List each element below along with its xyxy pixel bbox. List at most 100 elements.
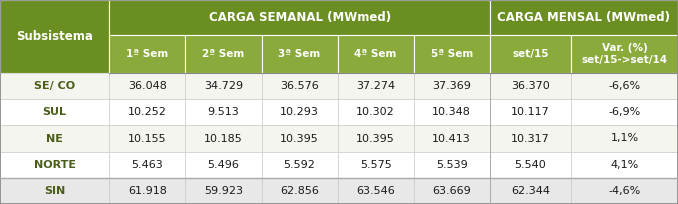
Bar — [0, 152, 109, 178]
Text: 36.576: 36.576 — [280, 81, 319, 91]
Text: 59.923: 59.923 — [204, 186, 243, 196]
Bar — [109, 35, 186, 73]
Bar — [0, 73, 109, 99]
Bar — [572, 152, 678, 178]
Bar — [0, 125, 109, 152]
Bar — [490, 99, 572, 125]
Bar — [262, 35, 338, 73]
Bar — [262, 178, 338, 204]
Text: 2ª Sem: 2ª Sem — [203, 49, 245, 59]
Text: 63.669: 63.669 — [433, 186, 471, 196]
Text: -6,9%: -6,9% — [609, 107, 641, 117]
Text: 61.918: 61.918 — [128, 186, 167, 196]
Bar — [109, 178, 186, 204]
Text: 5.496: 5.496 — [207, 160, 239, 170]
Text: 34.729: 34.729 — [204, 81, 243, 91]
Bar — [338, 152, 414, 178]
Text: SE/ CO: SE/ CO — [34, 81, 75, 91]
Text: 1,1%: 1,1% — [611, 133, 639, 143]
Text: 4ª Sem: 4ª Sem — [355, 49, 397, 59]
Bar — [186, 99, 262, 125]
Bar — [572, 125, 678, 152]
Bar — [338, 99, 414, 125]
Bar — [186, 125, 262, 152]
Bar — [490, 0, 678, 35]
Text: 10.252: 10.252 — [128, 107, 167, 117]
Text: 1ª Sem: 1ª Sem — [126, 49, 169, 59]
Text: Subsistema: Subsistema — [16, 30, 93, 43]
Bar — [0, 0, 109, 73]
Text: 5.592: 5.592 — [283, 160, 315, 170]
Text: 4,1%: 4,1% — [611, 160, 639, 170]
Text: 10.185: 10.185 — [204, 133, 243, 143]
Bar — [262, 73, 338, 99]
Bar — [262, 99, 338, 125]
Text: 5.463: 5.463 — [132, 160, 163, 170]
Bar — [109, 73, 186, 99]
Bar — [490, 125, 572, 152]
Text: 63.546: 63.546 — [356, 186, 395, 196]
Text: 10.413: 10.413 — [433, 133, 471, 143]
Bar — [414, 73, 490, 99]
Bar — [572, 35, 678, 73]
Bar — [414, 152, 490, 178]
Bar — [490, 178, 572, 204]
Text: 10.302: 10.302 — [356, 107, 395, 117]
Text: 10.348: 10.348 — [433, 107, 471, 117]
Text: 37.369: 37.369 — [433, 81, 471, 91]
Bar — [109, 152, 186, 178]
Text: 3ª Sem: 3ª Sem — [279, 49, 321, 59]
Bar — [0, 99, 109, 125]
Text: SIN: SIN — [44, 186, 65, 196]
Bar — [414, 99, 490, 125]
Bar — [109, 0, 490, 35]
Bar — [262, 152, 338, 178]
Bar — [186, 35, 262, 73]
Bar — [262, 125, 338, 152]
Text: 5ª Sem: 5ª Sem — [431, 49, 473, 59]
Bar — [0, 178, 109, 204]
Text: 10.293: 10.293 — [280, 107, 319, 117]
Text: 10.395: 10.395 — [356, 133, 395, 143]
Text: set/15: set/15 — [513, 49, 549, 59]
Text: 10.117: 10.117 — [511, 107, 550, 117]
Text: 36.048: 36.048 — [128, 81, 167, 91]
Text: NE: NE — [46, 133, 63, 143]
Bar — [338, 125, 414, 152]
Text: SUL: SUL — [43, 107, 66, 117]
Text: 10.155: 10.155 — [128, 133, 167, 143]
Text: 9.513: 9.513 — [207, 107, 239, 117]
Text: NORTE: NORTE — [34, 160, 76, 170]
Text: 62.344: 62.344 — [511, 186, 550, 196]
Text: -4,6%: -4,6% — [609, 186, 641, 196]
Text: CARGA SEMANAL (MWmed): CARGA SEMANAL (MWmed) — [209, 11, 391, 24]
Bar — [186, 152, 262, 178]
Text: 10.395: 10.395 — [280, 133, 319, 143]
Text: 5.575: 5.575 — [360, 160, 391, 170]
Bar — [338, 73, 414, 99]
Text: 5.539: 5.539 — [436, 160, 468, 170]
Bar — [572, 99, 678, 125]
Bar — [572, 73, 678, 99]
Bar — [338, 35, 414, 73]
Bar — [186, 178, 262, 204]
Text: 36.370: 36.370 — [511, 81, 550, 91]
Bar — [338, 178, 414, 204]
Text: 10.317: 10.317 — [511, 133, 550, 143]
Bar — [109, 125, 186, 152]
Text: 62.856: 62.856 — [280, 186, 319, 196]
Bar — [490, 73, 572, 99]
Bar — [186, 73, 262, 99]
Bar — [490, 35, 572, 73]
Bar — [490, 152, 572, 178]
Bar — [414, 178, 490, 204]
Bar — [414, 125, 490, 152]
Text: CARGA MENSAL (MWmed): CARGA MENSAL (MWmed) — [498, 11, 671, 24]
Text: Var. (%)
set/15->set/14: Var. (%) set/15->set/14 — [582, 43, 668, 65]
Bar — [572, 178, 678, 204]
Bar — [109, 99, 186, 125]
Text: 5.540: 5.540 — [515, 160, 546, 170]
Text: 37.274: 37.274 — [356, 81, 395, 91]
Bar — [414, 35, 490, 73]
Text: -6,6%: -6,6% — [609, 81, 641, 91]
